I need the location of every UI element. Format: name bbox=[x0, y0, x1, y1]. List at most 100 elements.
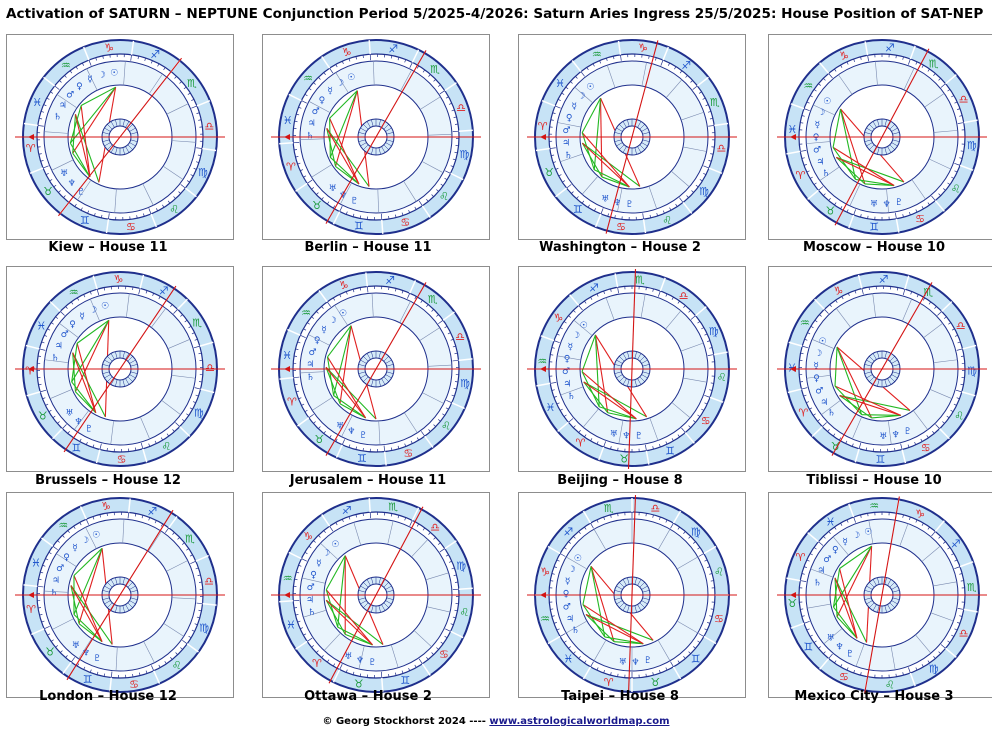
zodiac-sign-glyph: ♒ bbox=[283, 572, 293, 585]
zodiac-sign-glyph: ♐ bbox=[589, 281, 599, 294]
zodiac-sign-glyph: ♋ bbox=[839, 671, 849, 684]
planet-glyph: ♅ bbox=[879, 432, 887, 442]
chart-caption: Berlin – House 11 bbox=[304, 240, 432, 255]
zodiac-sign-glyph: ♊ bbox=[357, 452, 367, 465]
zodiac-sign-glyph: ♐ bbox=[385, 274, 395, 287]
zodiac-sign-glyph: ♋ bbox=[403, 447, 413, 460]
zodiac-sign-glyph: ♐ bbox=[563, 525, 573, 538]
zodiac-sign-glyph: ♌ bbox=[951, 183, 961, 196]
planet-glyph: ♅ bbox=[827, 634, 835, 644]
planet-glyph: ♅ bbox=[619, 657, 627, 667]
planet-glyph: ♀ bbox=[832, 545, 839, 555]
planet-glyph: ♂ bbox=[823, 555, 831, 565]
zodiac-sign-glyph: ♊ bbox=[665, 445, 675, 458]
planet-glyph: ♆ bbox=[82, 649, 90, 659]
chart-caption: Washington – House 2 bbox=[539, 240, 701, 255]
planet-glyph: ☿ bbox=[568, 342, 574, 352]
planet-glyph: ♇ bbox=[635, 432, 643, 442]
planet-glyph: ♀ bbox=[319, 96, 326, 106]
zodiac-sign-glyph: ♍ bbox=[456, 560, 466, 573]
horoscope-wheel: ♈♉♊♋♌♍♎♏♐♑♒♓☉☽☿♀♂♃♄♅♆♇ bbox=[271, 497, 481, 693]
zodiac-sign-glyph: ♍ bbox=[929, 663, 939, 676]
website-link[interactable]: www.astrologicalworldmap.com bbox=[489, 716, 670, 727]
zodiac-sign-glyph: ♍ bbox=[691, 525, 701, 538]
zodiac-sign-glyph: ♒ bbox=[803, 79, 813, 92]
zodiac-sign-glyph: ♊ bbox=[803, 641, 813, 654]
zodiac-sign-glyph: ♐ bbox=[951, 537, 961, 550]
planet-glyph: ☿ bbox=[815, 120, 821, 130]
planet-glyph: ♇ bbox=[895, 198, 903, 208]
planet-glyph: ♀ bbox=[813, 133, 820, 143]
planet-glyph: ♀ bbox=[566, 114, 573, 124]
planet-glyph: ♆ bbox=[613, 198, 621, 208]
zodiac-sign-glyph: ♑ bbox=[339, 279, 349, 292]
horoscope-wheel: ♈♉♊♋♌♍♎♏♐♑♒♓☉☽☿♀♂♃♄♅♆♇ bbox=[15, 497, 225, 693]
zodiac-sign-glyph: ♐ bbox=[388, 43, 398, 56]
planet-glyph: ♃ bbox=[306, 360, 314, 370]
planet-glyph: ☽ bbox=[568, 565, 576, 575]
planet-glyph: ☽ bbox=[852, 531, 860, 541]
footer: © Georg Stockhorst 2024 ---- www.astrolo… bbox=[0, 716, 992, 727]
planet-glyph: ♇ bbox=[644, 656, 652, 666]
horoscope-wheel: ♈♉♊♋♌♍♎♏♐♑♒♓☉☽☿♀♂♃♄♅♆♇ bbox=[15, 39, 225, 235]
zodiac-sign-glyph: ♎ bbox=[716, 142, 726, 155]
zodiac-sign-glyph: ♎ bbox=[679, 289, 689, 302]
planet-glyph: ♅ bbox=[329, 184, 337, 194]
zodiac-sign-glyph: ♓ bbox=[36, 319, 46, 332]
planet-glyph: ☉ bbox=[92, 530, 100, 540]
planet-glyph: ♆ bbox=[892, 431, 900, 441]
horoscope-wheel: ♈♉♊♋♌♍♎♏♐♑♒♓☉☽☿♀♂♃♄♅♆♇ bbox=[527, 269, 737, 469]
planet-glyph: ☉ bbox=[819, 337, 827, 347]
planet-glyph: ♂ bbox=[562, 367, 570, 377]
zodiac-sign-glyph: ♓ bbox=[545, 401, 555, 414]
chart-caption: Kiew – House 11 bbox=[48, 240, 168, 255]
planet-glyph: ♇ bbox=[93, 654, 101, 664]
zodiac-sign-glyph: ♎ bbox=[956, 319, 966, 332]
planet-glyph: ♄ bbox=[822, 169, 830, 179]
chart-caption: Taipei – House 8 bbox=[561, 689, 679, 704]
planet-glyph: ♂ bbox=[312, 107, 320, 117]
zodiac-sign-glyph: ♎ bbox=[959, 93, 969, 106]
planet-glyph: ♅ bbox=[870, 200, 878, 210]
zodiac-sign-glyph: ♈ bbox=[312, 657, 322, 670]
zodiac-sign-glyph: ♈ bbox=[287, 395, 297, 408]
planet-glyph: ☽ bbox=[81, 536, 89, 546]
zodiac-sign-glyph: ♋ bbox=[714, 612, 724, 625]
planet-glyph: ♃ bbox=[817, 566, 825, 576]
zodiac-sign-glyph: ♓ bbox=[282, 349, 292, 362]
planet-glyph: ☽ bbox=[336, 79, 344, 89]
zodiac-sign-glyph: ♏ bbox=[428, 293, 438, 306]
zodiac-sign-glyph: ♈ bbox=[26, 603, 36, 616]
zodiac-sign-glyph: ♐ bbox=[342, 504, 352, 517]
chart-caption: Brussels – House 12 bbox=[35, 473, 181, 488]
planet-glyph: ♂ bbox=[813, 145, 821, 155]
zodiac-sign-glyph: ♒ bbox=[537, 355, 547, 368]
planet-glyph: ♂ bbox=[61, 330, 69, 340]
planet-glyph: ☿ bbox=[327, 87, 333, 97]
planet-glyph: ♃ bbox=[306, 595, 314, 605]
zodiac-sign-glyph: ♌ bbox=[172, 659, 182, 672]
planet-glyph: ♆ bbox=[347, 427, 355, 437]
zodiac-sign-glyph: ♊ bbox=[691, 653, 701, 666]
zodiac-sign-glyph: ♍ bbox=[967, 139, 977, 152]
planet-glyph: ♅ bbox=[344, 652, 352, 662]
zodiac-sign-glyph: ♌ bbox=[714, 566, 724, 579]
horoscope-wheel: ♈♉♊♋♌♍♎♏♐♑♒♓☉☽☿♀♂♃♄♅♆♇ bbox=[527, 495, 737, 695]
zodiac-sign-glyph: ♉ bbox=[544, 166, 554, 179]
planet-glyph: ☽ bbox=[814, 349, 822, 359]
chart-frame: ♈♉♊♋♌♍♎♏♐♑♒♓☉☽☿♀♂♃♄♅♆♇ bbox=[6, 34, 234, 240]
zodiac-sign-glyph: ♋ bbox=[915, 213, 925, 226]
zodiac-sign-glyph: ♎ bbox=[204, 120, 214, 133]
zodiac-sign-glyph: ♌ bbox=[662, 214, 672, 227]
chart-frame: ♈♉♊♋♌♍♎♏♐♑♒♓☉☽☿♀♂♃♄♅♆♇ bbox=[6, 266, 234, 472]
chart-frame: ♈♉♊♋♌♍♎♏♐♑♒♓☉☽☿♀♂♃♄♅♆♇ bbox=[768, 34, 992, 240]
zodiac-sign-glyph: ♐ bbox=[879, 273, 889, 286]
planet-glyph: ☽ bbox=[89, 306, 97, 316]
zodiac-sign-glyph: ♎ bbox=[456, 102, 466, 115]
zodiac-sign-glyph: ♈ bbox=[575, 437, 585, 450]
zodiac-sign-glyph: ♌ bbox=[439, 190, 449, 203]
zodiac-sign-glyph: ♊ bbox=[83, 673, 93, 686]
zodiac-sign-glyph: ♈ bbox=[26, 142, 36, 155]
planet-glyph: ♆ bbox=[836, 643, 844, 653]
zodiac-sign-glyph: ♑ bbox=[101, 500, 111, 513]
